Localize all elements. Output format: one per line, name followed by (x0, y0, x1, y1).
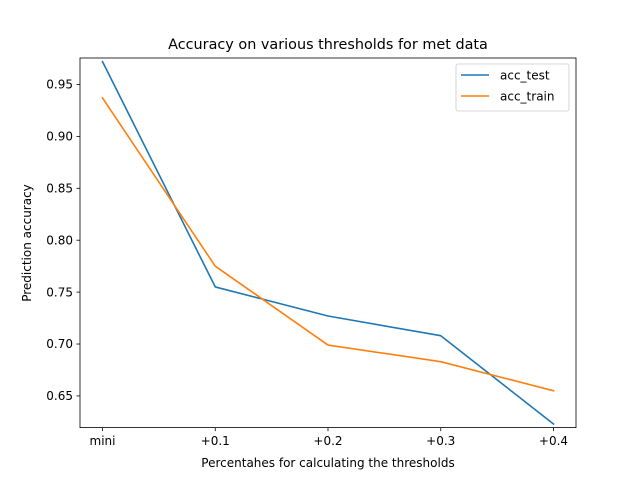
legend-label-acc_train: acc_train (500, 89, 554, 103)
series-line-acc_test (101, 60, 555, 426)
x-tick-label: +0.4 (539, 434, 568, 448)
x-tick-label: mini (90, 434, 116, 448)
y-tick-label: 0.80 (46, 233, 73, 247)
x-tick-label: +0.3 (426, 434, 455, 448)
y-axis-label: Prediction accuracy (20, 184, 34, 302)
y-tick-label: 0.85 (46, 181, 73, 195)
chart-title: Accuracy on various thresholds for met d… (168, 37, 488, 53)
y-tick-label: 0.65 (46, 389, 73, 403)
y-axis: 0.65 0.70 0.75 0.80 0.85 0.90 0.95 (46, 78, 80, 403)
series-line-acc_train (101, 96, 555, 392)
y-tick-label: 0.70 (46, 337, 73, 351)
y-tick-label: 0.90 (46, 130, 73, 144)
x-axis-label: Percentahes for calculating the threshol… (201, 456, 454, 470)
legend-label-acc_test: acc_test (500, 68, 550, 82)
x-tick-label: +0.1 (201, 434, 230, 448)
x-axis: mini +0.1 +0.2 +0.3 +0.4 (90, 427, 568, 448)
legend: acc_test acc_train (455, 63, 570, 112)
x-tick-label: +0.2 (313, 434, 342, 448)
y-tick-label: 0.95 (46, 78, 73, 92)
y-tick-label: 0.75 (46, 285, 73, 299)
series-layer (101, 60, 555, 426)
